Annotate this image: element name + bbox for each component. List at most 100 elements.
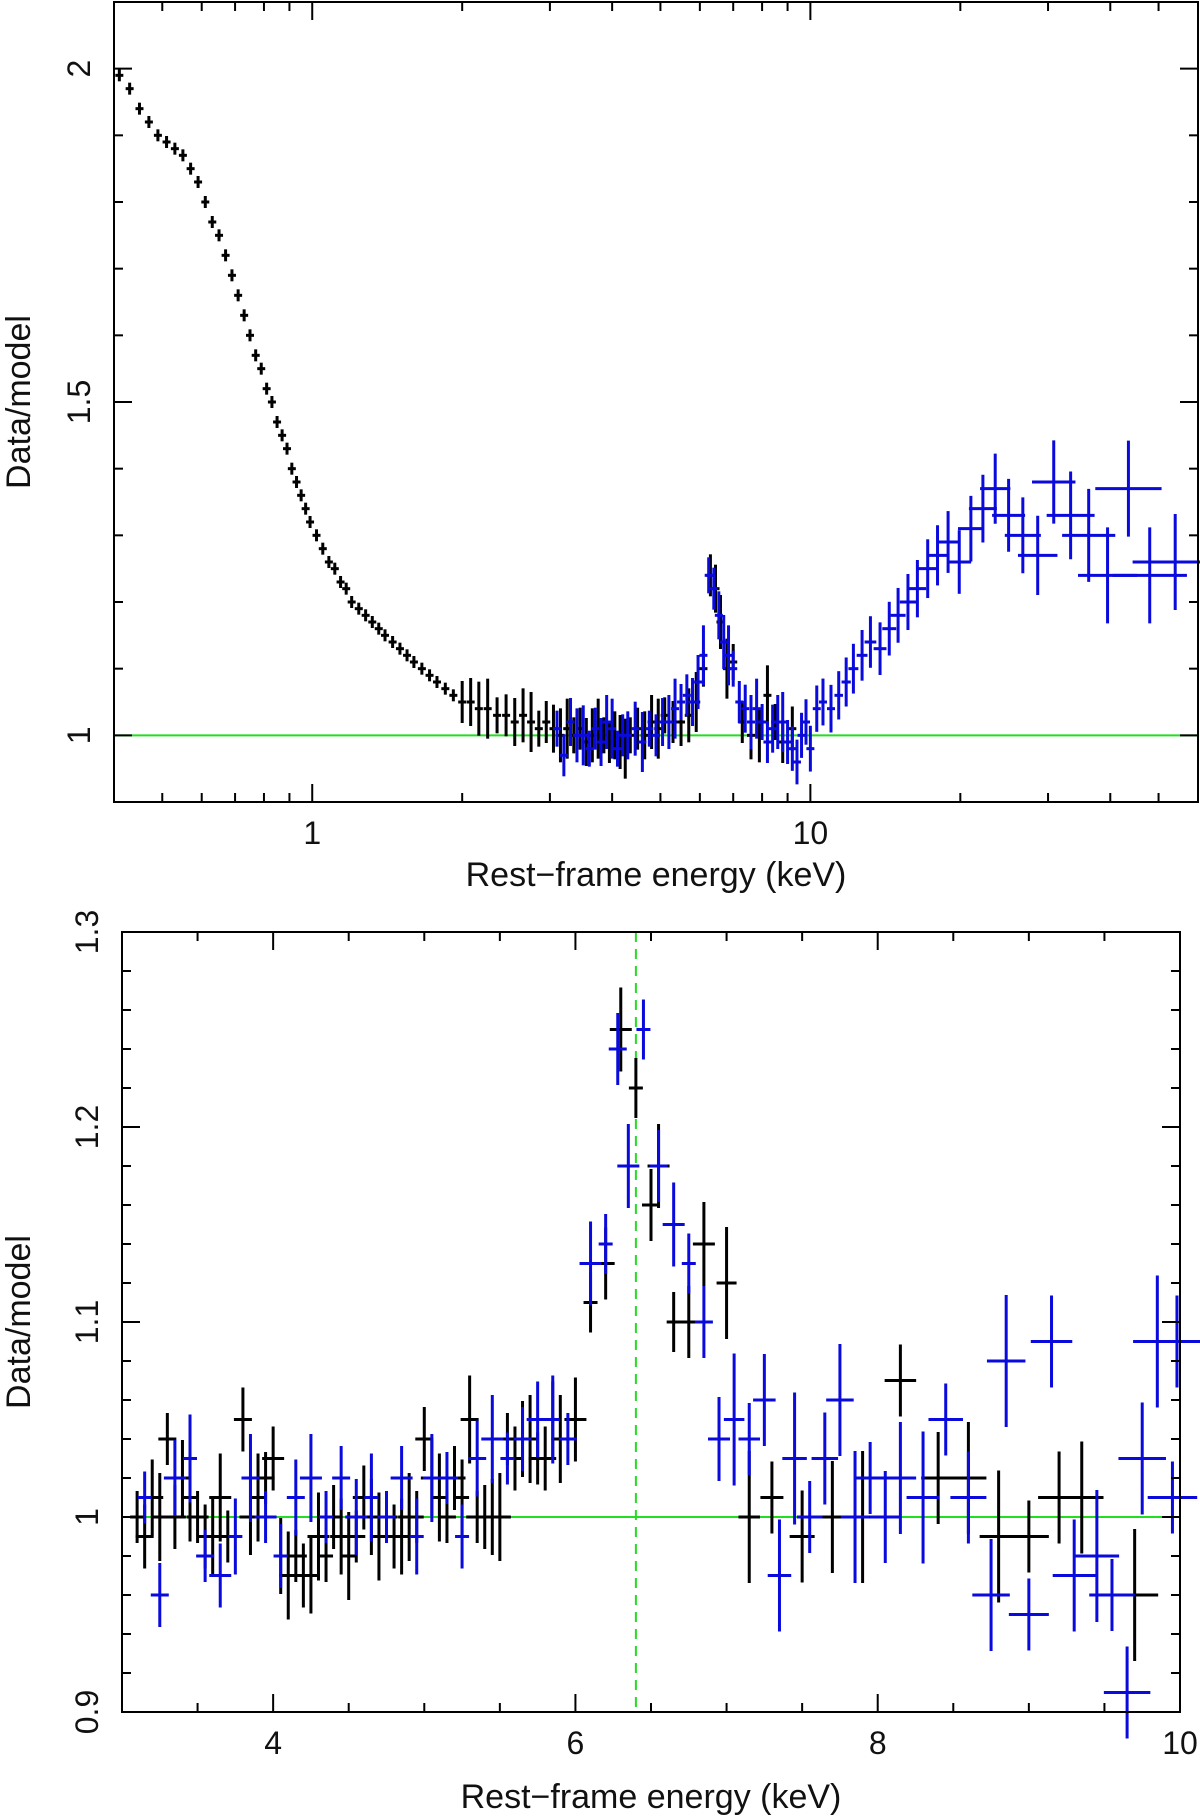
top-black-point xyxy=(115,69,124,82)
top-blue-point xyxy=(980,453,1011,524)
top-black-point xyxy=(278,429,287,442)
bottom-black-point xyxy=(251,1453,266,1542)
bottom-blue-point xyxy=(986,1295,1026,1427)
top-blue-point xyxy=(812,685,821,732)
top-black-point xyxy=(170,142,179,155)
bottom-blue-point xyxy=(1074,1490,1120,1622)
top-blue-point xyxy=(585,730,594,767)
bottom-blue-point xyxy=(598,1214,613,1274)
bottom-blue-point xyxy=(150,1563,169,1627)
top-blue-point xyxy=(834,671,843,720)
bottom-blue-point xyxy=(241,1434,260,1522)
top-blue-point xyxy=(566,698,575,746)
bottom-blue-point xyxy=(855,1442,885,1514)
top-black-point xyxy=(395,642,404,655)
top-blue-point xyxy=(652,714,661,757)
bottom-black-point xyxy=(628,1058,643,1118)
top-blue-point xyxy=(768,704,777,753)
top-black-point xyxy=(125,82,134,95)
top-black-point xyxy=(336,576,345,588)
top-black-point xyxy=(368,616,377,628)
bottom-x-axis-title: Rest−frame energy (keV) xyxy=(461,1778,842,1816)
top-black-point xyxy=(306,516,315,528)
top-black-point xyxy=(273,416,282,428)
bottom-blue-point xyxy=(481,1395,504,1483)
top-black-point xyxy=(283,442,292,455)
top-blue-point xyxy=(645,710,654,747)
bottom-black-point xyxy=(716,1227,737,1339)
top-x-tick-label: 10 xyxy=(793,815,829,851)
top-black-point xyxy=(208,216,217,228)
top-blue-point xyxy=(783,720,792,764)
top-blue-point xyxy=(788,726,797,771)
top-black-point xyxy=(388,636,397,648)
bottom-blue-point xyxy=(826,1344,854,1456)
top-blue-point xyxy=(802,699,811,745)
top-blue-point xyxy=(741,684,750,733)
top-black-point xyxy=(262,382,271,395)
bottom-blue-point xyxy=(753,1354,776,1446)
top-black-point xyxy=(240,309,249,322)
top-black-point xyxy=(227,269,236,282)
top-blue-point xyxy=(778,692,787,752)
top-black-point xyxy=(301,502,310,515)
top-y-tick-label: 1 xyxy=(61,726,97,744)
top-blue-point xyxy=(623,711,632,760)
bottom-black-point xyxy=(609,987,632,1072)
top-black-point xyxy=(449,689,458,702)
top-blue-point xyxy=(613,730,622,767)
bottom-blue-point xyxy=(1147,1461,1198,1534)
bottom-blue-point xyxy=(390,1446,413,1510)
top-black-point xyxy=(292,476,301,488)
top-black-point xyxy=(534,710,543,747)
top-blue-point xyxy=(992,478,1026,552)
top-blue-point xyxy=(1095,440,1162,537)
top-blue-point xyxy=(841,657,851,707)
bottom-plot-frame xyxy=(121,931,1181,1713)
top-blue-point xyxy=(579,705,588,766)
top-black-point xyxy=(354,602,363,615)
top-blue-point xyxy=(735,681,744,723)
top-y-axis-title: Data/model xyxy=(0,315,38,489)
top-black-point xyxy=(403,649,412,662)
bottom-blue-point xyxy=(884,1422,917,1534)
top-black-point xyxy=(409,656,418,668)
bottom-blue-point xyxy=(906,1431,940,1564)
bottom-blue-point xyxy=(811,1412,839,1505)
bottom-y-tick-label: 0.9 xyxy=(69,1690,105,1734)
top-blue-point xyxy=(682,674,691,717)
bottom-blue-point xyxy=(723,1353,745,1486)
bottom-blue-point xyxy=(209,1543,232,1608)
bottom-blue-point xyxy=(319,1491,334,1543)
bottom-x-tick-label: 6 xyxy=(567,1725,585,1761)
top-black-point xyxy=(251,349,260,362)
bottom-blue-point xyxy=(1008,1578,1049,1651)
bottom-blue-point xyxy=(513,1407,532,1471)
top-black-point xyxy=(297,489,306,502)
top-blue-point xyxy=(937,511,960,573)
bottom-blue-point xyxy=(299,1434,322,1522)
top-blue-point xyxy=(699,625,708,686)
top-series-black xyxy=(115,69,797,779)
top-blue-point xyxy=(864,616,877,668)
bottom-reference-lines xyxy=(122,932,1180,1712)
bottom-blue-point xyxy=(928,1383,963,1456)
top-blue-point xyxy=(752,678,761,739)
top-blue-point xyxy=(882,601,897,656)
top-black-point xyxy=(318,542,327,555)
top-black-point xyxy=(267,396,276,408)
top-black-point xyxy=(257,362,266,375)
top-blue-point xyxy=(792,739,801,785)
bottom-blue-point xyxy=(617,1124,640,1208)
top-black-point xyxy=(135,102,144,115)
bottom-blue-point xyxy=(694,1286,713,1358)
bottom-blue-point xyxy=(468,1420,487,1497)
top-blue-point xyxy=(797,712,806,758)
top-blue-point xyxy=(719,615,728,669)
top-blue-point xyxy=(597,718,606,766)
bottom-blue-point xyxy=(579,1221,602,1306)
bottom-blue-point xyxy=(708,1397,731,1481)
top-black-point xyxy=(342,582,351,595)
bottom-blue-point xyxy=(767,1519,792,1632)
bottom-black-point xyxy=(679,1286,698,1358)
